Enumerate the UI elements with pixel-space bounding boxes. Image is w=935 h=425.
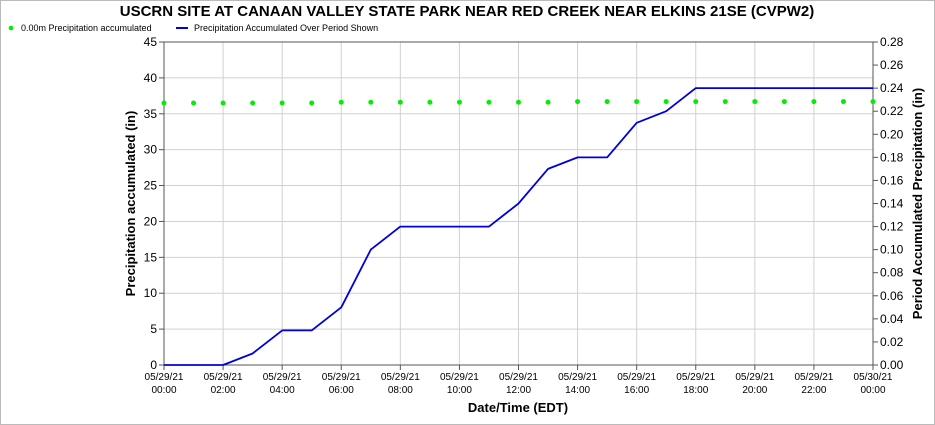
data-point-precip-accumulated (693, 99, 699, 105)
right-tick-label: 0.20 (880, 127, 904, 141)
data-point-precip-accumulated (722, 99, 728, 105)
left-tick-label: 5 (150, 322, 157, 336)
line-period-accumulated (164, 87, 873, 366)
legend-dot-marker (8, 25, 14, 31)
x-tick-label-time: 16:00 (624, 385, 649, 396)
series-period-accumulated (164, 87, 873, 366)
left-tick-label: 40 (144, 71, 158, 85)
left-tick-label: 20 (144, 214, 158, 228)
x-tick-label-date: 05/29/21 (617, 372, 656, 383)
right-tick-label: 0.06 (880, 289, 904, 303)
x-tick-label-date: 05/30/21 (854, 372, 893, 383)
right-tick-label: 0.24 (880, 81, 904, 95)
right-tick-label: 0.00 (880, 358, 904, 372)
right-tick-label: 0.02 (880, 335, 904, 349)
x-tick-label-time: 08:00 (388, 385, 413, 396)
data-point-precip-accumulated (663, 99, 669, 105)
x-tick-label-time: 06:00 (329, 385, 354, 396)
data-point-precip-accumulated (456, 99, 462, 105)
x-tick-label-date: 05/29/21 (145, 372, 184, 383)
data-point-precip-accumulated (575, 99, 581, 105)
right-tick-label: 0.22 (880, 104, 904, 118)
data-point-precip-accumulated (486, 99, 492, 105)
data-point-precip-accumulated (338, 99, 344, 105)
right-tick-label: 0.18 (880, 150, 904, 164)
x-tick-label-date: 05/29/21 (322, 372, 361, 383)
data-point-precip-accumulated (634, 99, 640, 105)
data-point-precip-accumulated (427, 99, 433, 105)
data-point-precip-accumulated (545, 99, 551, 105)
data-point-precip-accumulated (781, 99, 787, 105)
data-point-precip-accumulated (516, 99, 521, 105)
right-tick-label: 0.14 (880, 197, 904, 211)
data-point-precip-accumulated (220, 100, 226, 106)
x-tick-label-time: 02:00 (211, 385, 236, 396)
legend-label-period-accumulated: Precipitation Accumulated Over Period Sh… (194, 23, 378, 33)
gridlines (164, 42, 873, 365)
x-tick-label-date: 05/29/21 (676, 372, 715, 383)
data-point-precip-accumulated (191, 100, 197, 106)
x-tick-label-time: 14:00 (565, 385, 590, 396)
x-tick-label-time: 12:00 (506, 385, 531, 396)
x-tick-label-time: 00:00 (151, 385, 176, 396)
data-point-precip-accumulated (250, 100, 256, 106)
right-tick-label: 0.04 (880, 312, 904, 326)
left-tick-label: 10 (144, 286, 158, 300)
data-point-precip-accumulated (870, 99, 876, 105)
data-point-precip-accumulated (161, 100, 167, 106)
left-tick-label: 0 (150, 358, 157, 372)
left-y-axis: 0 5 10 15 20 25 30 35 40 45 (144, 35, 164, 372)
data-point-precip-accumulated (752, 99, 758, 105)
right-tick-label: 0.10 (880, 243, 904, 257)
x-tick-label-date: 05/29/21 (735, 372, 774, 383)
x-tick-label-time: 20:00 (742, 385, 767, 396)
right-tick-label: 0.08 (880, 266, 904, 280)
left-tick-label: 35 (144, 107, 158, 121)
right-tick-label: 0.28 (880, 35, 904, 49)
data-point-precip-accumulated (840, 99, 846, 105)
data-point-precip-accumulated (368, 99, 374, 105)
x-axis: 05/29/21 00:00 05/29/21 02:00 05/29/21 04:00 0… (145, 365, 893, 396)
legend: 0.00m Precipitation accumulated Precipit… (8, 23, 378, 33)
series-precip-accumulated (161, 99, 876, 106)
x-tick-label-time: 18:00 (683, 385, 708, 396)
right-tick-label: 0.26 (880, 58, 904, 72)
left-tick-label: 15 (144, 250, 158, 264)
x-axis-label: Date/Time (EDT) (468, 400, 568, 415)
x-tick-label-date: 05/29/21 (499, 372, 538, 383)
data-point-precip-accumulated (811, 99, 817, 105)
x-tick-label-time: 10:00 (447, 385, 472, 396)
x-tick-label-time: 04:00 (270, 385, 295, 396)
x-tick-label-time: 00:00 (860, 385, 885, 396)
x-tick-label-date: 05/29/21 (558, 372, 597, 383)
left-tick-label: 45 (144, 35, 158, 49)
right-y-axis-label: Period Accumulated Precipitation (in) (910, 88, 925, 319)
chart-title: USCRN SITE AT CANAAN VALLEY STATE PARK N… (120, 3, 815, 20)
x-tick-label-date: 05/29/21 (263, 372, 302, 383)
left-tick-label: 25 (144, 179, 158, 193)
data-point-precip-accumulated (604, 99, 610, 105)
data-point-precip-accumulated (397, 99, 403, 105)
left-tick-label: 30 (144, 143, 158, 157)
data-point-precip-accumulated (279, 100, 285, 106)
x-tick-label-date: 05/29/21 (440, 372, 479, 383)
legend-label-precip-accumulated: 0.00m Precipitation accumulated (21, 23, 152, 33)
data-point-precip-accumulated (309, 100, 315, 106)
right-tick-label: 0.12 (880, 220, 904, 234)
left-y-axis-label: Precipitation accumulated (in) (123, 111, 138, 297)
x-tick-label-time: 22:00 (801, 385, 826, 396)
right-tick-label: 0.16 (880, 173, 904, 187)
x-tick-label-date: 05/29/21 (204, 372, 243, 383)
x-tick-label-date: 05/29/21 (794, 372, 833, 383)
x-tick-label-date: 05/29/21 (381, 372, 420, 383)
right-y-axis: 0.00 0.02 0.04 0.06 0.08 0.10 0.12 0.14 0.16 0.18… (873, 35, 904, 372)
